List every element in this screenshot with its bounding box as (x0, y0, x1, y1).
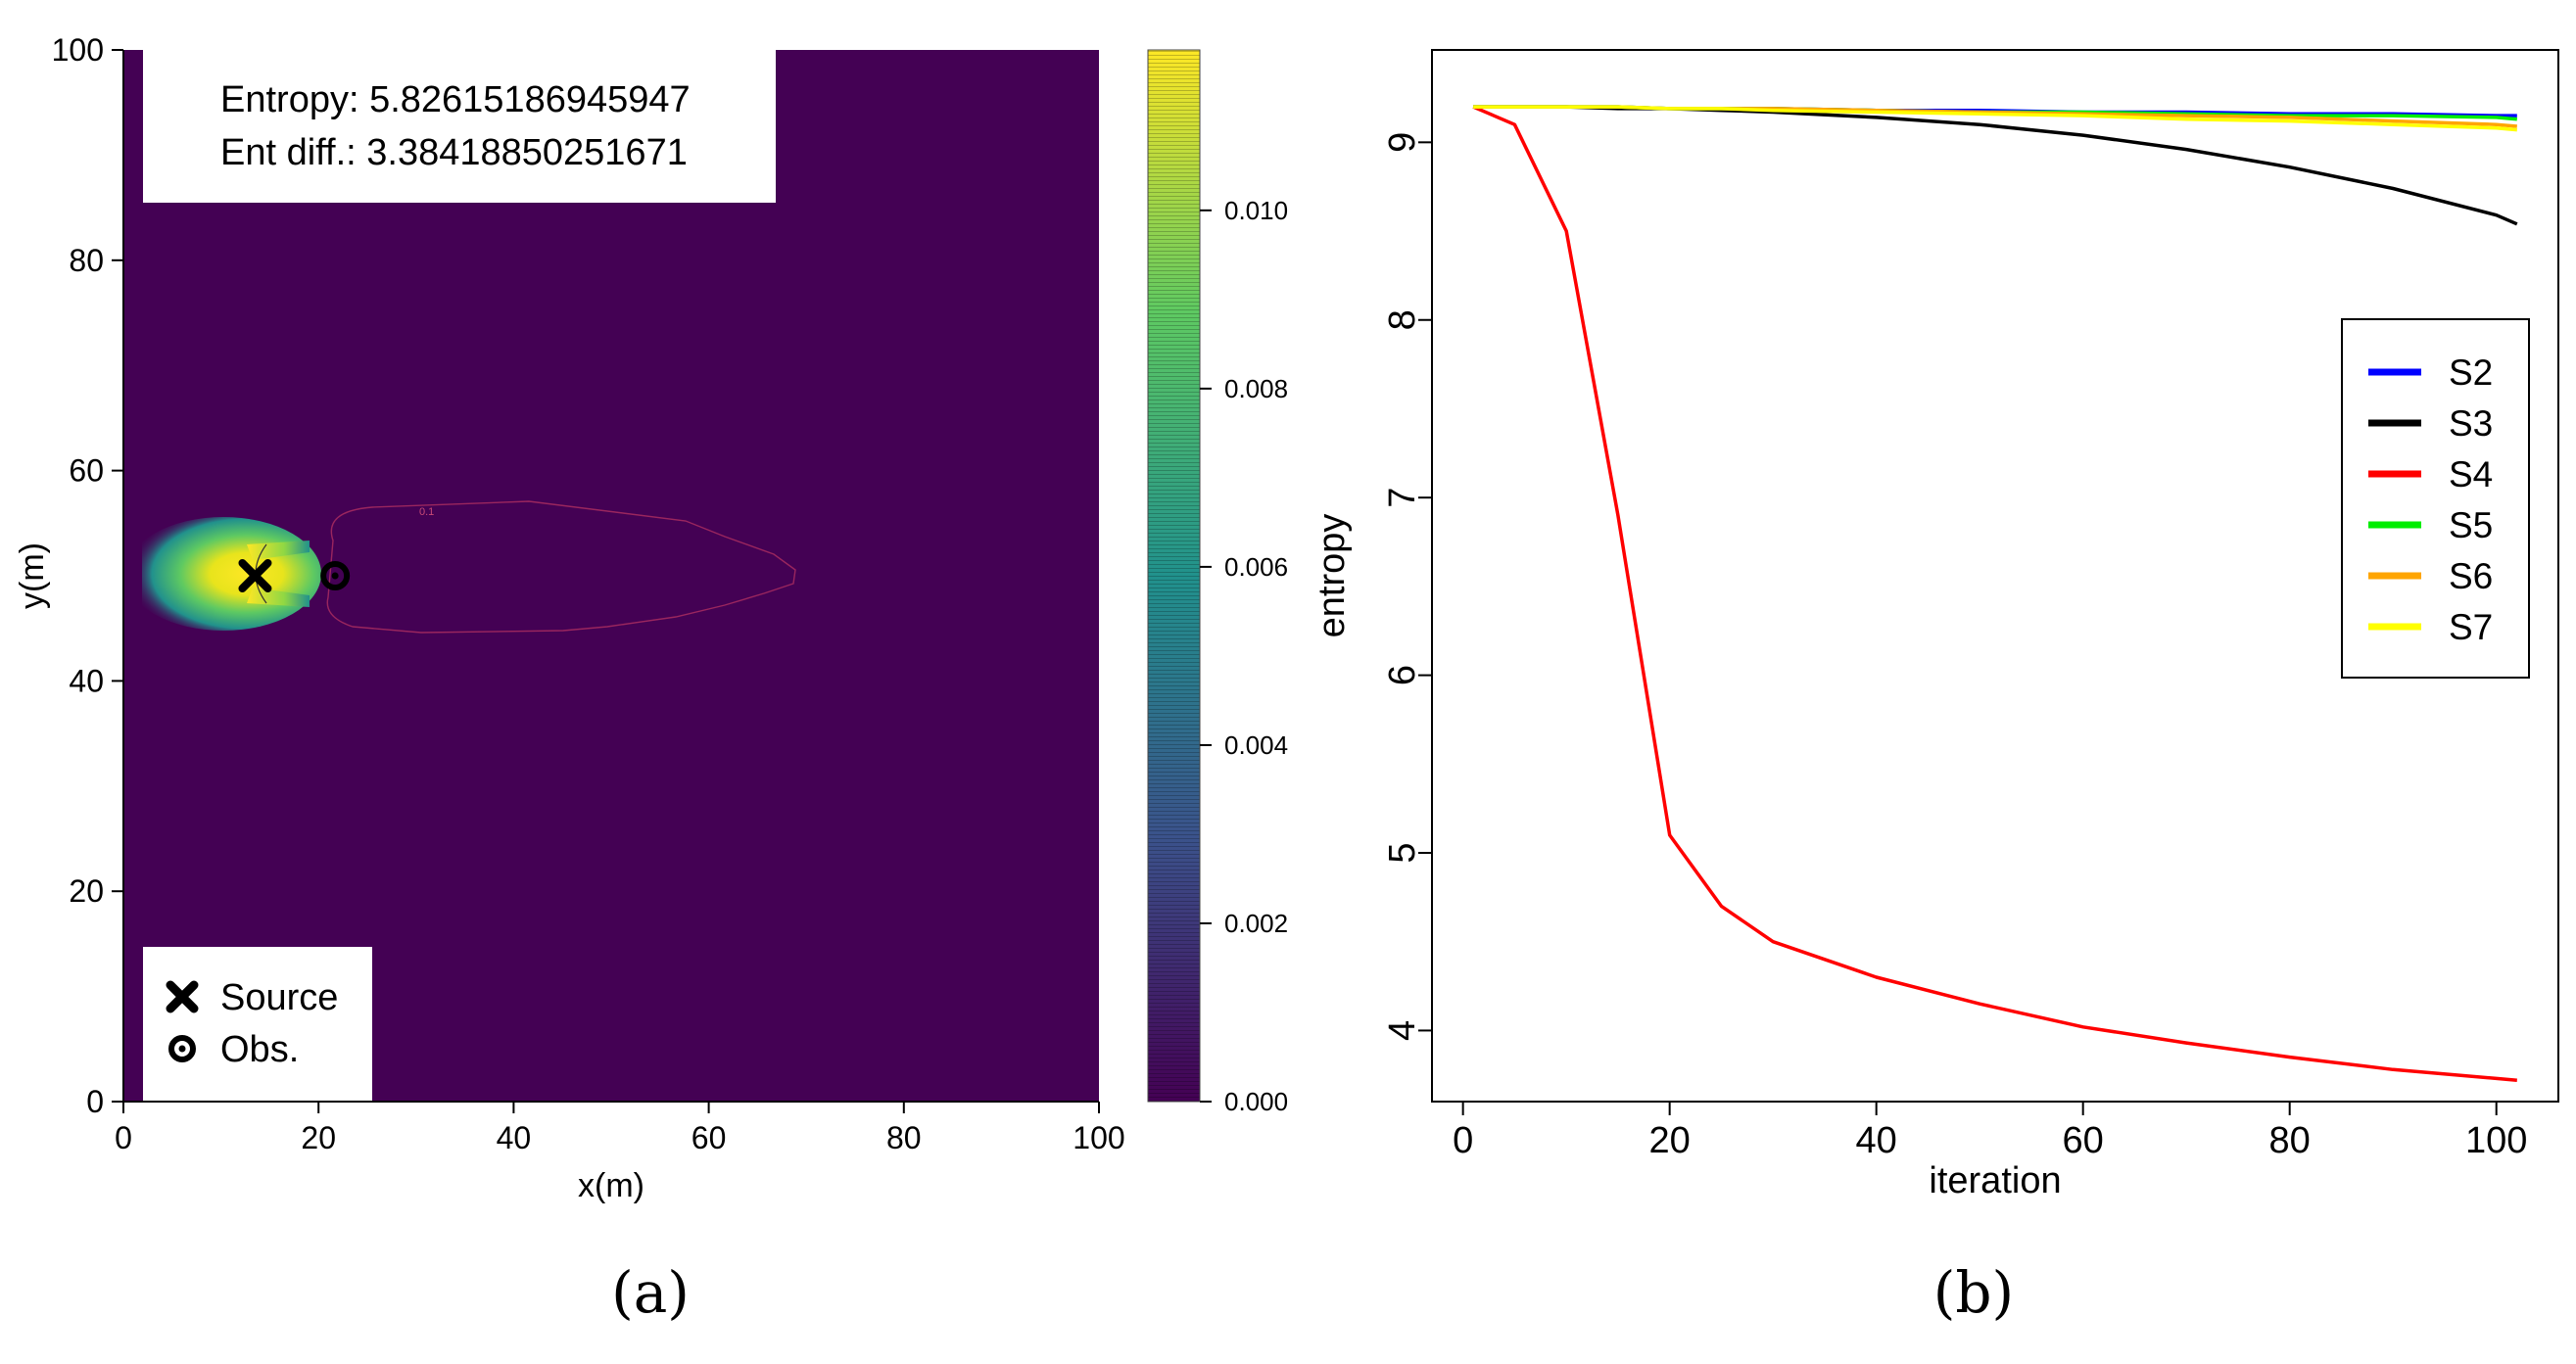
circle-dot-icon (320, 561, 351, 590)
legend-label-s2: S2 (2449, 353, 2493, 393)
legend-label-obs: Obs. (220, 1029, 299, 1070)
x-tick-label: 20 (301, 1120, 336, 1155)
colorbar-tick-label: 0.000 (1224, 1087, 1288, 1116)
colorbar (1147, 49, 1201, 1103)
colorbar-tick-label: 0.004 (1224, 730, 1288, 760)
y-axis-label: y(m) (14, 542, 51, 609)
x-axis-label: x(m) (578, 1167, 644, 1204)
y-tick-label: 8 (1382, 309, 1423, 330)
series-legend: S2 S3 S4 S5 S6 S7 (2341, 318, 2530, 679)
plot-frame (1431, 49, 2559, 1103)
y-tick-label: 60 (69, 453, 104, 489)
y-tick-label: 4 (1382, 1020, 1423, 1041)
y-tick-label: 7 (1382, 488, 1423, 508)
x-icon (166, 980, 199, 1013)
y-tick-label: 6 (1382, 665, 1423, 685)
colorbar-tick-label: 0.006 (1224, 552, 1288, 582)
plume-prong-upper (247, 541, 310, 560)
legend-label-s7: S7 (2449, 607, 2493, 647)
y-tick-label: 5 (1382, 842, 1423, 863)
legend-label-s3: S3 (2449, 403, 2493, 444)
colorbar-tick-label: 0.010 (1224, 196, 1288, 225)
panel-label-a: (a) (611, 1259, 690, 1326)
concentration-plume (125, 517, 321, 631)
heatmap-axes: 0 20 40 60 80 100 0 20 40 60 80 100 x(m) y(m) (14, 32, 1125, 1204)
y-tick-label: 80 (69, 243, 104, 278)
observation-marker (320, 561, 351, 590)
series-lines (1472, 105, 2518, 1082)
plume-prong-lower (247, 588, 310, 607)
series-line-s7 (1473, 105, 2517, 132)
x-tick-label: 80 (2269, 1120, 2311, 1161)
y-tick-label: 20 (69, 873, 104, 909)
y-axis-label: entropy (1312, 514, 1353, 638)
x-tick-label: 0 (115, 1120, 132, 1155)
legend-label-s4: S4 (2449, 454, 2493, 494)
contour-label: 0.1 (419, 506, 434, 518)
heatmap-panel: 0.1 Entropy: 5.82615186945947 Ent diff.:… (14, 32, 1288, 1326)
y-tick-label: 100 (52, 32, 104, 68)
x-icon (238, 559, 272, 592)
source-marker (238, 559, 272, 592)
marker-legend-box (143, 947, 372, 1102)
series-line-s4 (1472, 105, 2517, 1082)
legend-label-s6: S6 (2449, 556, 2493, 596)
x-tick-label: 60 (692, 1120, 727, 1155)
x-axis-label: iteration (1929, 1160, 2061, 1201)
x-tick-label: 100 (2465, 1120, 2527, 1161)
colorbar-tick-label: 0.002 (1224, 909, 1288, 938)
x-tick-label: 40 (497, 1120, 532, 1155)
x-tick-label: 40 (1856, 1120, 1897, 1161)
entropy-annotation-box (143, 50, 776, 203)
circle-dot-icon (168, 1035, 196, 1062)
probability-contour (326, 500, 796, 634)
x-tick-label: 0 (1453, 1120, 1473, 1161)
x-tick-label: 20 (1649, 1120, 1691, 1161)
x-tick-label: 60 (2063, 1120, 2104, 1161)
colorbar-tick-label: 0.008 (1224, 374, 1288, 403)
legend-label-source: Source (220, 977, 338, 1018)
ent-diff-text: Ent diff.: 3.38418850251671 (220, 132, 688, 173)
y-tick-label: 40 (69, 663, 104, 698)
y-tick-label: 9 (1382, 132, 1423, 153)
y-tick-label: 0 (86, 1084, 104, 1119)
legend-label-s5: S5 (2449, 505, 2493, 545)
x-tick-label: 80 (886, 1120, 922, 1155)
line-axes: 0 20 40 60 80 100 4 5 6 7 8 9 iteration entropy (1312, 132, 2527, 1201)
colorbar-ticks: 0.000 0.002 0.004 0.006 0.008 0.010 (1200, 196, 1288, 1116)
legend-box (2341, 318, 2530, 679)
x-tick-label: 100 (1073, 1120, 1124, 1155)
entropy-text: Entropy: 5.82615186945947 (220, 79, 691, 120)
panel-label-b: (b) (1933, 1259, 2014, 1326)
